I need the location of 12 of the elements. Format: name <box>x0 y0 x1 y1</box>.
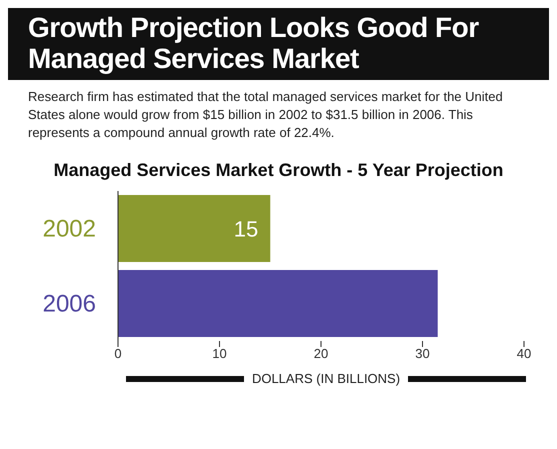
x-tick-label: 30 <box>415 346 430 362</box>
x-tick-label: 0 <box>114 346 122 362</box>
chart-title: Growth Projection Looks Good For Managed Services Market <box>8 8 549 80</box>
text: Managed Services Market Growth - 5 Year Projection <box>52 160 504 181</box>
y-tick-label: 2006 <box>42 290 96 318</box>
x-tick-label: 20 <box>314 346 328 362</box>
data-label: 15 <box>234 216 258 242</box>
x-tick-label: 10 <box>212 346 227 362</box>
x-tick-label: 40 <box>516 346 532 362</box>
y-tick-label: 2002 <box>42 216 96 242</box>
chart-subtitle: Research firm has estimated that the total managed services market for the United States alone would grow from $15 billion in 2002 to $31.5 billion in 2006. This represents a compound annual growth rate of 22.4%. <box>27 88 504 142</box>
x-axis-title: DOLLARS (IN BILLIONS) <box>250 371 402 386</box>
